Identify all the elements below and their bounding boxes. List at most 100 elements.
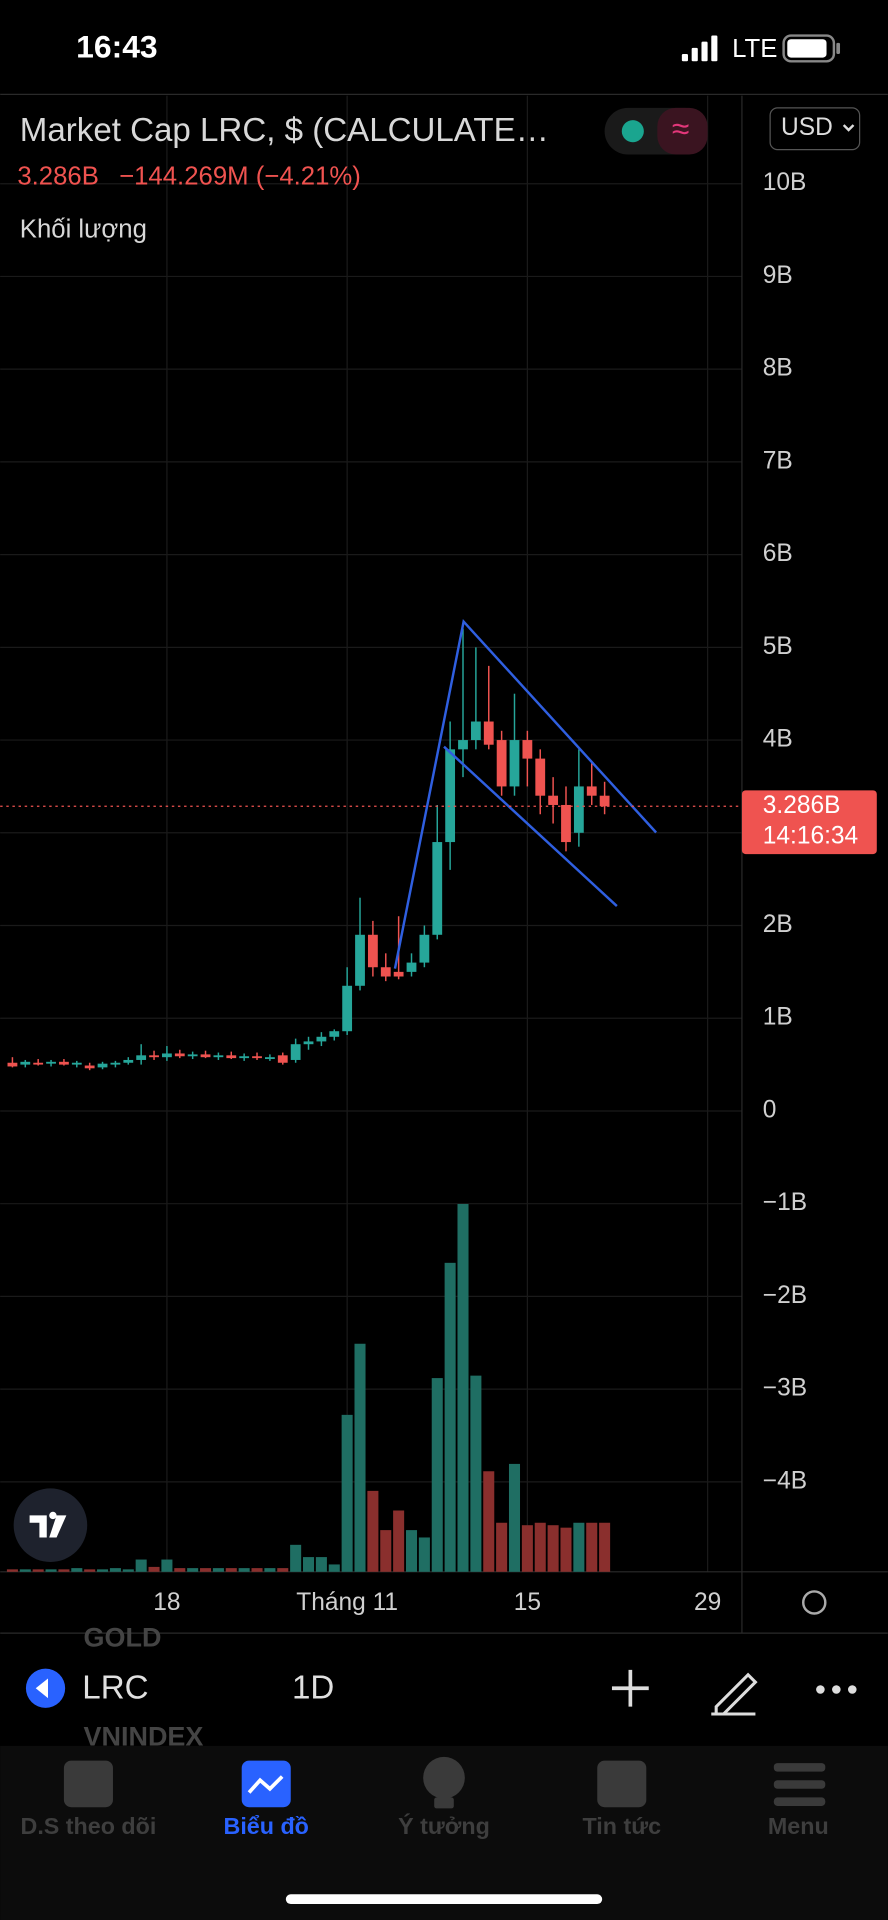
volume-bar [328,1564,340,1572]
add-button[interactable] [611,1669,649,1707]
currency-button[interactable] [769,107,861,151]
interval[interactable]: 1D [292,1669,334,1706]
volume-bar [573,1522,585,1572]
tab-label[interactable]: Menu [768,1813,829,1839]
volume-bar [547,1525,559,1572]
candle-body [226,1055,237,1059]
tab-label[interactable]: Ý tưởng [398,1812,490,1839]
pattern-drawing[interactable] [393,618,658,969]
candle-body [445,749,456,843]
volume-bar [225,1568,237,1572]
candle-body [33,1062,44,1065]
volume-bar [380,1530,392,1572]
symbol[interactable]: LRC [82,1669,148,1706]
price-change: −144.269M (−4.21%) [119,163,361,191]
volume-bar [264,1568,276,1572]
volume-bar [496,1522,508,1572]
candle-body [136,1055,147,1060]
status-time: 16:43 [76,28,157,64]
candle-body [599,795,610,807]
candle-body [406,962,417,972]
y-tick-label: 5B [763,633,793,660]
volume-bar [148,1566,160,1572]
tv-logo[interactable] [13,1488,88,1562]
y-tick-label: 10B [763,169,807,196]
candle-body [483,721,494,745]
candle-body [162,1053,172,1058]
volume-bar [393,1510,405,1572]
volume-bar [58,1569,70,1572]
home-indicator [285,1894,603,1905]
volume-bar [586,1522,598,1572]
volume-bar [470,1375,482,1572]
candle-body [213,1055,224,1058]
chevron [842,124,855,132]
candle-body [110,1062,121,1065]
volume-bars [6,1203,611,1572]
candle-body [97,1063,108,1068]
y-tick-label: −4B [763,1467,807,1494]
candle-body [46,1061,56,1064]
y-tick-label: −2B [763,1282,807,1309]
volume-bar [457,1203,469,1572]
last-price-box [741,790,877,855]
tab-icon[interactable] [423,1756,465,1799]
tab-icon[interactable] [773,1763,826,1806]
volume-label: Khối lượng [20,215,147,243]
currency-label[interactable]: USD [781,114,833,141]
draw-button[interactable] [711,1672,758,1716]
tab-label[interactable]: Biểu đồ [224,1813,309,1839]
tab-label[interactable]: Tin tức [583,1813,662,1839]
volume-bar [508,1463,521,1572]
tab-label[interactable]: D.S theo dõi [21,1813,157,1839]
candles [7,628,610,1071]
tab-icon[interactable] [63,1760,113,1808]
candle-body [84,1065,95,1069]
y-tick-label: 8B [763,355,793,382]
volume-bar [599,1522,611,1572]
candle-body [264,1057,275,1060]
volume-bar [122,1569,134,1572]
volume-bar [84,1569,96,1572]
volume-bar [354,1343,366,1572]
y-tick-label: 7B [763,447,793,474]
candle-body [239,1056,250,1059]
candle-body [496,740,507,787]
volume-bar [109,1568,121,1572]
watchlist-ghost: GOLD [84,1622,162,1652]
volume-bar [290,1544,302,1572]
volume-bar [418,1537,430,1572]
y-tick-label: 0 [763,1096,777,1123]
y-tick-label: 4B [763,726,793,753]
volume-bar [303,1557,315,1572]
candle-body [419,934,430,963]
y-tick-label: −1B [763,1189,807,1216]
more-button[interactable] [816,1685,857,1694]
candle-body [380,967,391,977]
candle-body [277,1055,288,1063]
candle-body [355,934,365,986]
settings-icon[interactable] [802,1590,827,1615]
candle-body [367,934,378,968]
candle-body [573,786,584,833]
candle-body [342,985,353,1032]
chart-title: Market Cap LRC, $ (CALCULATE… [20,112,549,149]
candle-body [174,1053,185,1057]
y-tick-label: 2B [763,911,793,938]
candle-body [7,1062,18,1067]
candle-body [393,971,404,977]
volume-bar [483,1471,495,1572]
grid [0,95,742,1572]
delayed-badge [657,107,708,155]
volume-bar [238,1568,250,1572]
candle-body [432,842,443,935]
countdown: 14:16:34 [763,822,858,849]
tab-icon [434,1797,454,1809]
tab-icon[interactable] [597,1760,647,1808]
x-tick-label: 18 [153,1589,180,1616]
candle-body [470,721,481,741]
volume-bar [32,1569,44,1572]
volume-bar [161,1559,173,1572]
